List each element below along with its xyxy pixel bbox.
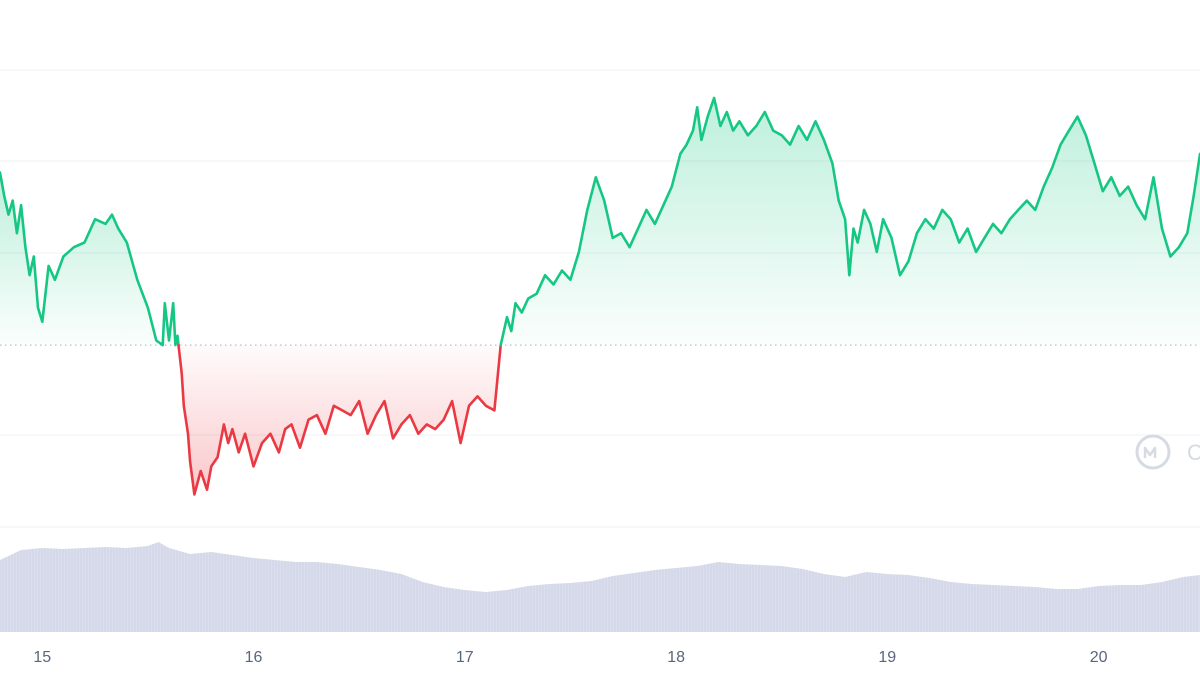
price-line-up-segment xyxy=(499,96,1200,347)
area-fill-below-baseline xyxy=(178,345,501,495)
x-tick-label: 19 xyxy=(878,649,896,666)
watermark-text: C xyxy=(1187,440,1200,465)
price-lines xyxy=(0,96,1200,496)
volume-area xyxy=(0,542,1200,632)
coinmarketcap-logo-icon xyxy=(1135,434,1171,470)
x-tick-label: 18 xyxy=(667,649,685,666)
area-fill-above-baseline xyxy=(500,98,1200,346)
x-tick-label: 17 xyxy=(456,649,474,666)
x-axis-ticks: 15 16 17 18 19 20 xyxy=(33,649,1107,666)
x-tick-label: 20 xyxy=(1090,649,1108,666)
price-line-down-segment xyxy=(177,343,502,496)
price-line-up-segment xyxy=(0,171,180,347)
x-tick-label: 16 xyxy=(245,649,263,666)
watermark: C xyxy=(1135,434,1200,470)
x-tick-label: 15 xyxy=(33,649,51,666)
